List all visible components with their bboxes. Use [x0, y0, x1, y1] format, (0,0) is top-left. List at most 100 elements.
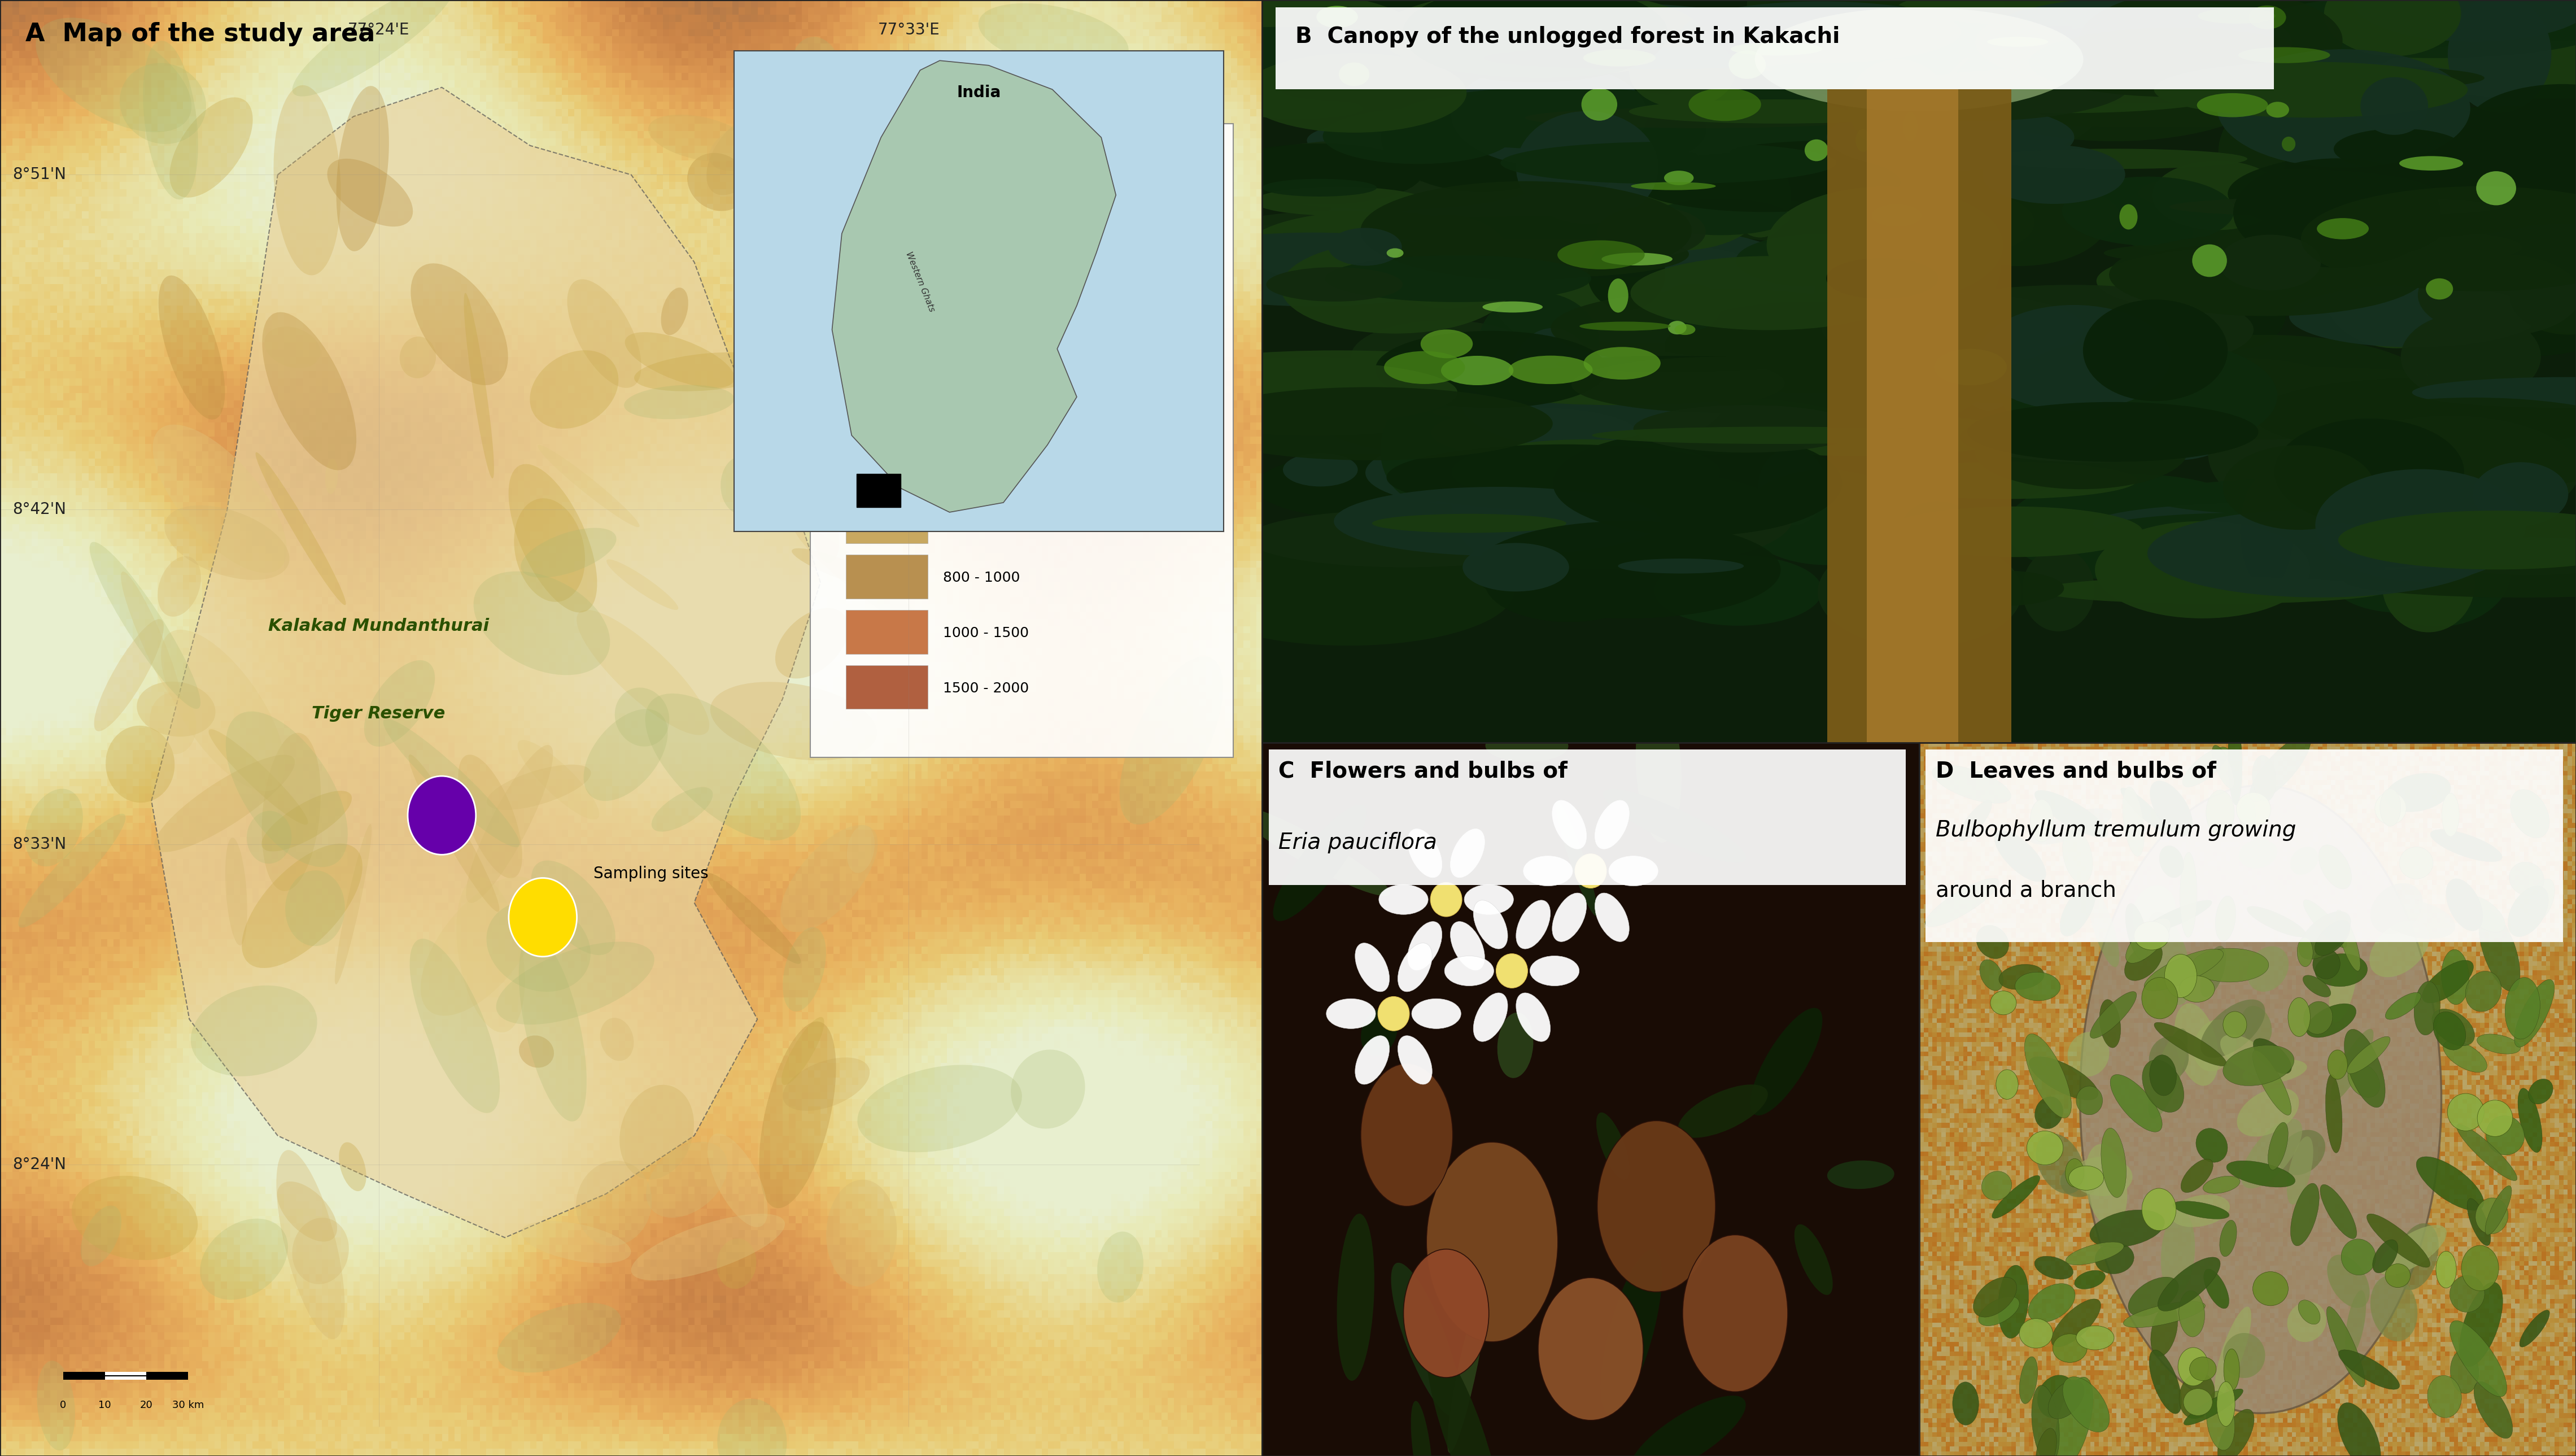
- Ellipse shape: [263, 791, 353, 852]
- Ellipse shape: [2321, 415, 2576, 529]
- Ellipse shape: [1958, 801, 1991, 840]
- Ellipse shape: [1984, 146, 2125, 204]
- Ellipse shape: [2151, 160, 2282, 230]
- Ellipse shape: [2509, 258, 2576, 335]
- Ellipse shape: [1360, 217, 1705, 239]
- Ellipse shape: [605, 559, 677, 610]
- Ellipse shape: [783, 927, 827, 1012]
- Ellipse shape: [2202, 1270, 2228, 1309]
- Ellipse shape: [1432, 405, 1592, 419]
- Text: 10: 10: [98, 1401, 111, 1411]
- Ellipse shape: [1682, 1235, 1788, 1392]
- Ellipse shape: [2481, 435, 2576, 472]
- Ellipse shape: [459, 754, 523, 878]
- Text: 300 - 400: 300 - 400: [943, 405, 1010, 419]
- Bar: [855, 473, 902, 508]
- Ellipse shape: [2040, 577, 2388, 604]
- Ellipse shape: [1383, 351, 1466, 384]
- Ellipse shape: [2486, 1185, 2512, 1235]
- Ellipse shape: [2094, 1243, 2133, 1274]
- Ellipse shape: [1242, 52, 1466, 132]
- Ellipse shape: [2223, 1012, 2246, 1038]
- Ellipse shape: [1381, 347, 1703, 376]
- Ellipse shape: [1662, 284, 1721, 331]
- Ellipse shape: [2239, 839, 2277, 868]
- Ellipse shape: [1386, 249, 1404, 258]
- Ellipse shape: [1602, 789, 1747, 862]
- Ellipse shape: [1553, 801, 1587, 849]
- Ellipse shape: [2143, 900, 2213, 933]
- Text: 0: 0: [59, 1401, 67, 1411]
- Ellipse shape: [1463, 543, 1569, 591]
- Ellipse shape: [2303, 900, 2347, 948]
- Ellipse shape: [1360, 1063, 1453, 1206]
- Ellipse shape: [1631, 256, 1906, 331]
- Ellipse shape: [1170, 226, 1399, 256]
- Ellipse shape: [2339, 1350, 2401, 1389]
- Ellipse shape: [1749, 1008, 1821, 1115]
- Ellipse shape: [1728, 156, 1790, 237]
- Ellipse shape: [1273, 805, 1368, 922]
- Ellipse shape: [2179, 1290, 2205, 1337]
- Ellipse shape: [2125, 904, 2148, 960]
- Ellipse shape: [2123, 1302, 2205, 1328]
- Ellipse shape: [1146, 361, 1458, 424]
- Ellipse shape: [2316, 954, 2367, 987]
- Ellipse shape: [2427, 278, 2452, 300]
- Ellipse shape: [2133, 885, 2177, 941]
- Ellipse shape: [1450, 922, 1484, 970]
- Ellipse shape: [466, 745, 554, 903]
- Ellipse shape: [1479, 227, 1816, 344]
- Ellipse shape: [2442, 1041, 2486, 1072]
- Ellipse shape: [1502, 395, 1860, 454]
- Ellipse shape: [616, 687, 670, 747]
- Ellipse shape: [2066, 1242, 2123, 1265]
- Ellipse shape: [706, 115, 773, 195]
- Ellipse shape: [1378, 0, 1703, 77]
- Ellipse shape: [1981, 960, 2004, 990]
- Ellipse shape: [2094, 17, 2295, 71]
- Ellipse shape: [1340, 63, 1370, 86]
- Ellipse shape: [2125, 943, 2161, 980]
- Ellipse shape: [1473, 521, 1780, 619]
- Ellipse shape: [2148, 1037, 2190, 1080]
- Ellipse shape: [2022, 549, 2094, 632]
- Ellipse shape: [979, 3, 1128, 70]
- Ellipse shape: [2218, 109, 2285, 198]
- Ellipse shape: [1427, 232, 1690, 277]
- Ellipse shape: [2192, 245, 2226, 277]
- Ellipse shape: [2239, 47, 2331, 63]
- Ellipse shape: [2089, 1210, 2164, 1248]
- Ellipse shape: [2527, 879, 2555, 922]
- Ellipse shape: [2329, 159, 2455, 255]
- Ellipse shape: [18, 814, 126, 927]
- Ellipse shape: [2079, 785, 2442, 1414]
- Ellipse shape: [2056, 32, 2293, 71]
- Ellipse shape: [1994, 830, 2045, 881]
- Ellipse shape: [2398, 156, 2463, 170]
- Ellipse shape: [1182, 536, 1515, 645]
- Ellipse shape: [1546, 16, 1780, 105]
- Text: Tiger Reserve: Tiger Reserve: [312, 705, 446, 722]
- Ellipse shape: [1481, 277, 1842, 326]
- Ellipse shape: [1283, 453, 1358, 486]
- Ellipse shape: [520, 1222, 631, 1264]
- Ellipse shape: [1953, 1382, 1978, 1425]
- Ellipse shape: [2128, 226, 2398, 256]
- Ellipse shape: [1597, 381, 1850, 399]
- Ellipse shape: [2414, 981, 2439, 1035]
- Ellipse shape: [1321, 108, 1512, 165]
- Ellipse shape: [1355, 943, 1388, 992]
- Ellipse shape: [2347, 1037, 2391, 1073]
- Ellipse shape: [1340, 513, 1533, 531]
- Ellipse shape: [688, 153, 750, 211]
- Ellipse shape: [1386, 444, 1741, 511]
- Ellipse shape: [1051, 71, 1164, 149]
- Ellipse shape: [1582, 89, 1618, 121]
- Ellipse shape: [649, 115, 750, 162]
- Ellipse shape: [2298, 938, 2313, 967]
- Ellipse shape: [708, 112, 801, 170]
- Ellipse shape: [2239, 796, 2257, 833]
- Ellipse shape: [2050, 1299, 2102, 1347]
- Ellipse shape: [631, 1214, 786, 1280]
